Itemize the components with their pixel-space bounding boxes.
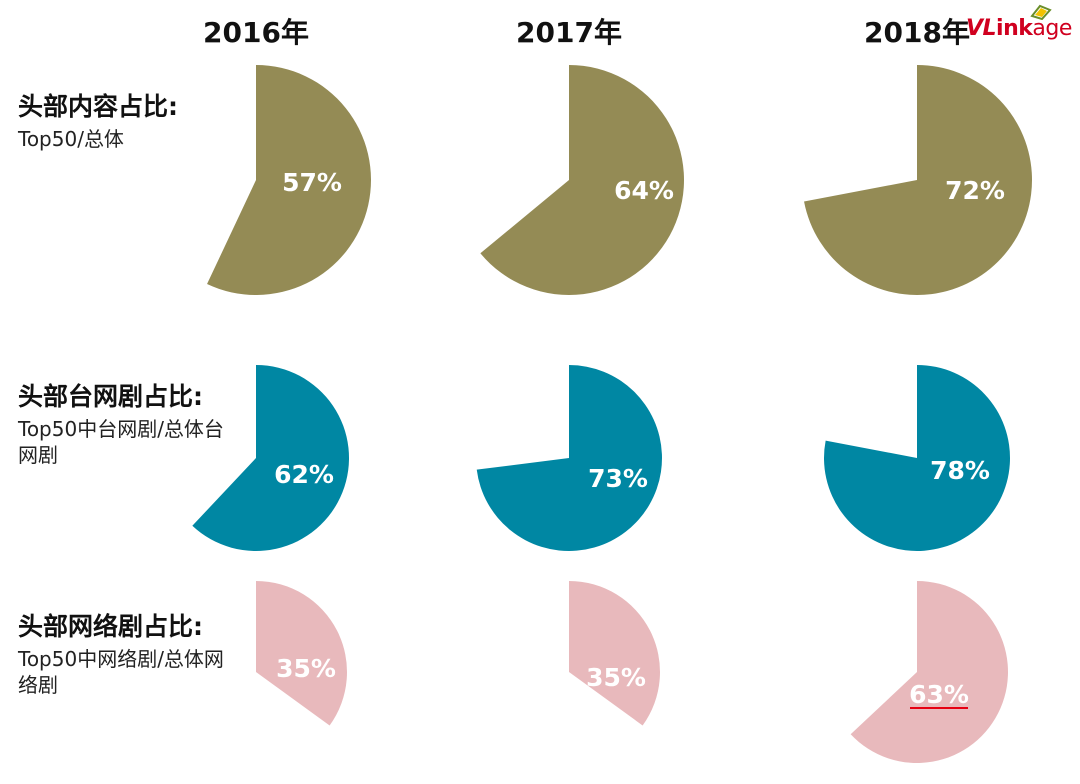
row-subtitle-head-web-series: Top50中网络剧/总体网络剧 [18, 647, 224, 697]
pie-label-r2-c1: 35% [586, 663, 646, 692]
pie-slice-r2-c0 [256, 581, 348, 726]
row-title-head-tv-series: 头部台网剧占比: [18, 382, 203, 411]
pie-label-r1-c0: 62% [274, 460, 334, 489]
row-title-head-content: 头部内容占比: [18, 92, 178, 121]
pie-slice-r1-c2 [824, 365, 1011, 551]
pie-slice-r2-c2 [850, 581, 1008, 763]
row-subtitle-head-tv-series: Top50中台网剧/总体台网剧 [18, 417, 224, 467]
pie-label-r2-c0: 35% [276, 654, 336, 683]
pie-label-r1-c2: 78% [930, 456, 990, 485]
vlinkage-logo: VLinkage [966, 16, 1072, 41]
logo-ink: ink [996, 16, 1033, 41]
row-title-head-web-series: 头部网络剧占比: [18, 612, 203, 641]
pie-label-r1-c1: 73% [588, 464, 648, 493]
pie-label-r2-c2: 63% [909, 680, 969, 709]
pie-label-r0-c1: 64% [614, 176, 674, 205]
year-label-0: 2016年 [203, 16, 309, 49]
pie-slice-r2-c1 [569, 581, 661, 726]
pie-slice-r0-c0 [207, 65, 371, 295]
year-label-2: 2018年 [864, 16, 970, 49]
pie-slice-r0-c1 [480, 65, 685, 295]
pie-slice-r1-c1 [476, 365, 662, 551]
pie-slice-r1-c0 [192, 365, 350, 551]
logo-age: age [1032, 16, 1072, 41]
vlinkage-logo-icon [1030, 4, 1052, 20]
pie-label-r0-c2: 72% [945, 176, 1005, 205]
row-subtitle-head-content: Top50/总体 [18, 127, 124, 151]
year-label-1: 2017年 [516, 16, 622, 49]
pie-label-r0-c0: 57% [282, 168, 342, 197]
pie-slice-r0-c2 [804, 65, 1033, 295]
logo-vl: VL [966, 16, 997, 41]
